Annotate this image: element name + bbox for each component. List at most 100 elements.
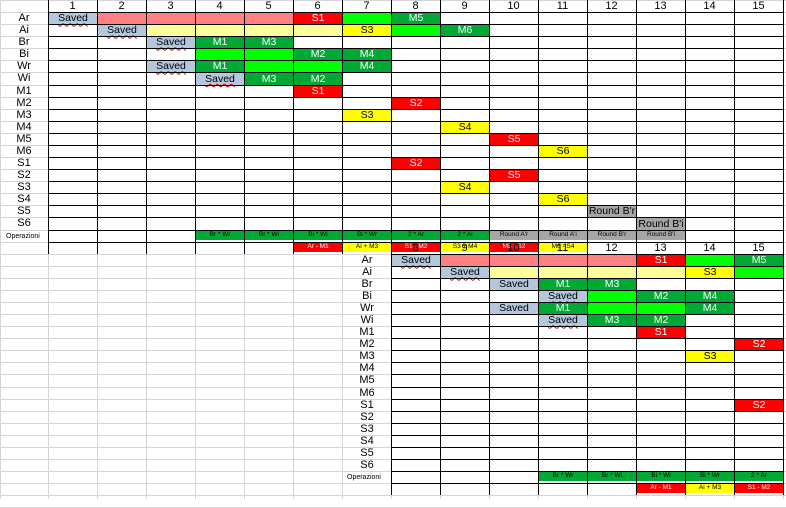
row-label: Bi: [4, 48, 44, 60]
cell-text: 7: [363, 0, 370, 12]
table-border-vertical: [97, 0, 98, 254]
table-border-horizontal: [391, 399, 784, 400]
cell-text: 2 * Ai: [457, 231, 473, 239]
cell-text: S1: [654, 326, 668, 339]
row-label: M4: [345, 362, 389, 374]
column-header: 3: [146, 0, 195, 12]
column-header: 1: [48, 0, 97, 12]
schedule-cell: M4: [686, 303, 734, 314]
table-border-horizontal: [48, 169, 784, 170]
cell-text: S6: [17, 217, 31, 229]
cell-text: S2: [752, 338, 766, 351]
operation-cell: Ar - M1: [294, 243, 342, 252]
cell-text: 2 * Ar: [751, 472, 767, 480]
row-label: S5: [4, 205, 44, 217]
table-border-vertical: [195, 0, 196, 254]
row-label: M5: [4, 133, 44, 145]
cell-text: S1: [360, 398, 374, 411]
schedule-fill: [490, 267, 538, 278]
cell-text: S3 + M4: [452, 243, 478, 251]
cell-text: 9: [461, 0, 468, 12]
cell-text: S6: [556, 193, 570, 206]
cell-text: S3: [17, 180, 31, 193]
cell-text: M1: [212, 60, 228, 73]
table-border-vertical: [48, 0, 49, 254]
operation-cell: Bi * Wr: [343, 231, 391, 240]
table-border-horizontal: [391, 302, 784, 303]
schedule-cell: Saved: [147, 37, 195, 48]
gridline-vertical: [0, 0, 1, 499]
row-label: Wi: [4, 72, 44, 85]
schedule-fill: [245, 61, 293, 72]
cell-text: 8: [412, 0, 419, 12]
table-border-vertical: [146, 0, 147, 254]
operation-cell: S1 - M2: [392, 243, 440, 252]
schedule-cell: M3: [588, 315, 636, 326]
operazioni-label: Operazioni: [4, 230, 54, 242]
table-border-horizontal: [391, 387, 784, 388]
schedule-cell: S6: [539, 146, 587, 157]
schedule-cell: S4: [441, 182, 489, 193]
cell-text: M3: [604, 314, 620, 327]
cell-text: M1: [16, 84, 32, 97]
schedule-cell: Saved: [196, 73, 244, 85]
cell-text: M2: [16, 96, 32, 109]
cell-text: M5: [751, 254, 767, 267]
operation-cell: Round B'r: [588, 231, 636, 240]
table-border-horizontal: [391, 266, 784, 267]
cell-text: M4: [702, 302, 718, 315]
cell-text: 10: [507, 241, 520, 254]
schedule-fill: [147, 13, 195, 24]
cell-text: 4: [216, 0, 223, 12]
cell-text: M5 - S2: [502, 243, 526, 251]
cell-text: S2: [409, 157, 423, 170]
schedule-fill: [637, 303, 685, 314]
row-label: M2: [345, 338, 389, 350]
operazioni-label: Operazioni: [345, 471, 399, 483]
cell-text: Ai + M3: [355, 243, 379, 251]
table-border-horizontal: [48, 12, 784, 13]
column-header: 14: [685, 0, 734, 12]
cell-text: Operazioni: [347, 473, 381, 481]
cell-text: S2: [17, 168, 31, 181]
schedule-cell: M4: [343, 61, 391, 72]
row-label: M4: [4, 121, 44, 133]
table-border-vertical: [489, 0, 490, 254]
cell-text: S3: [703, 266, 717, 279]
cell-text: 11: [556, 241, 569, 254]
cell-text: Ar - M1: [650, 484, 672, 492]
cell-text: Round A'i: [549, 231, 577, 239]
operation-cell: Br * Wr: [539, 472, 587, 481]
column-header: 7: [342, 0, 391, 12]
schedule-fill: [343, 13, 391, 24]
schedule-cell: M1: [196, 61, 244, 72]
table-border-horizontal: [391, 278, 784, 279]
table-border-horizontal: [391, 483, 784, 484]
cell-text: Round B'i: [647, 231, 675, 239]
cell-text: M5: [408, 12, 424, 25]
cell-text: Saved: [499, 302, 529, 315]
table-border-vertical: [685, 0, 686, 254]
table-border-vertical: [244, 0, 245, 254]
table-border-horizontal: [48, 157, 784, 158]
cell-text: M3: [261, 72, 277, 85]
cell-text: S4: [17, 192, 31, 205]
operation-cell: 2 * Ar: [735, 472, 783, 481]
schedule-cell: Saved: [98, 25, 146, 36]
operation-cell: Br * Wr: [196, 231, 244, 240]
schedule-cell: M1: [196, 37, 244, 48]
schedule-cell: M1: [539, 279, 587, 290]
row-label: S6: [345, 459, 389, 471]
cell-text: S2: [360, 410, 374, 423]
table-border-horizontal: [391, 362, 784, 363]
schedule-cell: S3: [686, 267, 734, 278]
schedule-cell: S1: [294, 13, 342, 24]
table-border-vertical: [440, 242, 441, 495]
operation-cell: Ai + M3: [686, 484, 734, 493]
cell-text: M4: [702, 290, 718, 303]
table-border-horizontal: [391, 374, 784, 375]
operation-cell: Bi * Wi: [294, 231, 342, 240]
cell-text: Bi * Wi: [651, 472, 671, 480]
cell-text: Saved: [156, 36, 186, 49]
column-header: 11: [538, 242, 587, 254]
